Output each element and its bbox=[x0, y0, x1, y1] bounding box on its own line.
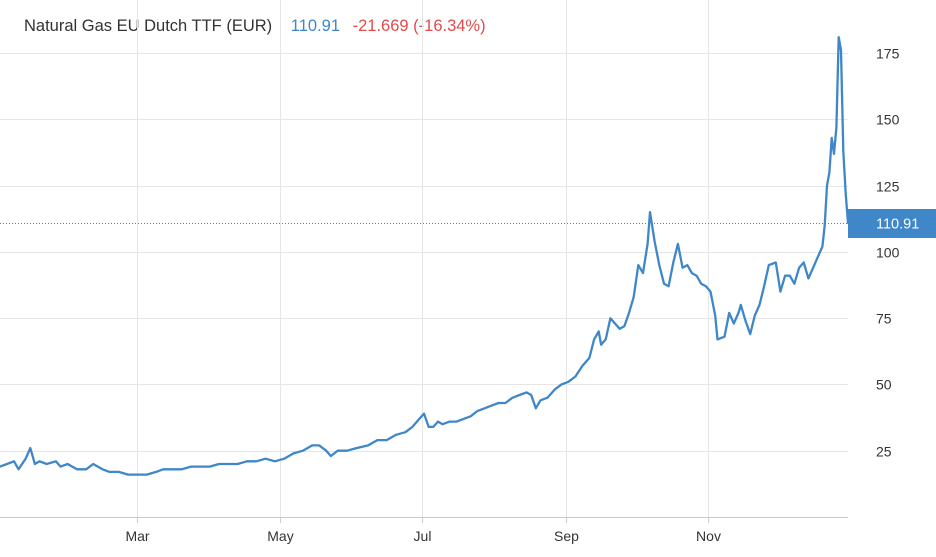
x-tick-label-may: May bbox=[267, 528, 293, 544]
y-tick-label-25: 25 bbox=[876, 444, 892, 460]
x-axis: Mar May Jul Sep Nov bbox=[125, 528, 721, 544]
chart-title: Natural Gas EU Dutch TTF (EUR) bbox=[24, 17, 273, 35]
y-tick-label-150: 150 bbox=[876, 112, 900, 128]
last-price-tag-bg bbox=[848, 209, 936, 238]
y-axis: 25 50 75 100 125 150 175 bbox=[876, 46, 900, 460]
x-tick-label-jul: Jul bbox=[414, 528, 432, 544]
last-price-tag: 110.91 bbox=[848, 209, 936, 238]
y-tick-label-50: 50 bbox=[876, 377, 892, 393]
y-tick-label-75: 75 bbox=[876, 311, 892, 327]
x-tick-label-mar: Mar bbox=[125, 528, 149, 544]
series-line bbox=[0, 35, 850, 476]
y-tick-label-125: 125 bbox=[876, 179, 900, 195]
current-price: 110.91 bbox=[290, 17, 341, 35]
vertical-gridlines bbox=[137, 0, 709, 523]
last-price-tag-label: 110.91 bbox=[876, 217, 919, 233]
horizontal-gridlines bbox=[0, 53, 848, 452]
price-change: -21.669 (-16.34%) bbox=[352, 17, 486, 35]
series-points bbox=[0, 37, 849, 475]
x-tick-label-nov: Nov bbox=[696, 528, 721, 544]
y-tick-label-100: 100 bbox=[876, 245, 900, 261]
chart-header: Natural Gas EU Dutch TTF (EUR) 110.91 -2… bbox=[24, 17, 486, 36]
x-tick-label-sep: Sep bbox=[554, 528, 579, 544]
y-tick-label-175: 175 bbox=[876, 46, 900, 62]
